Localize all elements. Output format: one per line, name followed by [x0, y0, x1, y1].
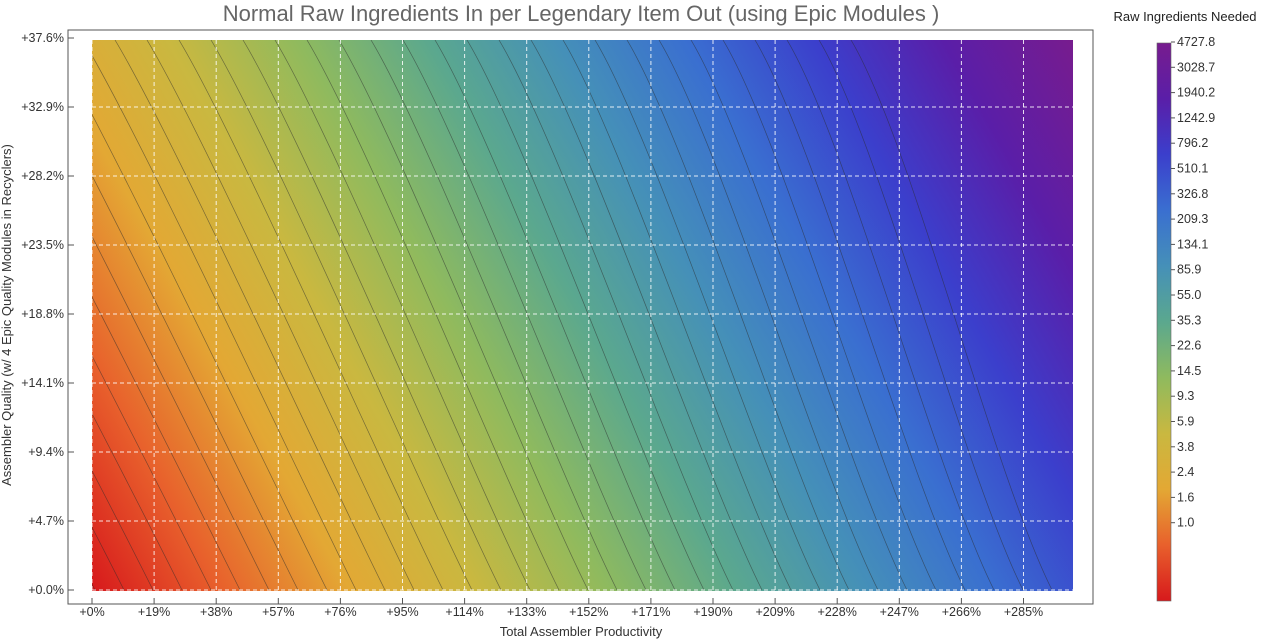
colorbar-tick-label: 510.1	[1177, 162, 1208, 176]
colorbar-title: Raw Ingredients Needed	[1113, 9, 1256, 24]
contour-line	[114, 40, 386, 591]
colorbar-tick-label: 134.1	[1177, 237, 1208, 251]
x-tick-label: +152%	[569, 605, 608, 619]
contour-line	[92, 174, 299, 591]
colorbar-tick-label: 796.2	[1177, 136, 1208, 150]
x-tick-label: +19%	[138, 605, 170, 619]
x-tick-label: +190%	[693, 605, 732, 619]
contour-line	[92, 295, 241, 591]
contour-line	[306, 40, 560, 591]
colorbar	[1156, 42, 1172, 602]
x-tick-label: +114%	[445, 605, 483, 619]
y-tick-label: +37.6%	[21, 31, 64, 45]
x-tick-label: +285%	[1004, 605, 1043, 619]
contour-line	[818, 40, 1024, 591]
chart-title: Normal Raw Ingredients In per Legendary …	[223, 1, 940, 26]
contour-line	[658, 40, 879, 591]
x-tick-label: +0%	[79, 605, 104, 619]
contour-line	[92, 526, 125, 591]
contour-line	[402, 40, 647, 591]
colorbar-tick-label: 55.0	[1177, 288, 1201, 302]
colorbar-tick-label: 5.9	[1177, 415, 1194, 429]
colorbar-tick-label: 1940.2	[1177, 86, 1215, 100]
colorbar-tick-label: 4727.8	[1177, 35, 1215, 49]
contour-line	[594, 40, 821, 591]
y-tick-label: +9.4%	[28, 445, 64, 459]
x-axis-label: Total Assembler Productivity	[500, 624, 663, 639]
colorbar-tick-label: 1.0	[1177, 516, 1194, 530]
x-tick-label: +76%	[324, 605, 356, 619]
grid-lines	[92, 40, 1073, 591]
y-tick-label: +23.5%	[21, 238, 64, 252]
contour-line	[434, 40, 676, 591]
contour-line	[146, 40, 415, 591]
contour-line	[690, 40, 908, 591]
contour-line	[786, 40, 995, 591]
y-tick-label: +32.9%	[21, 100, 64, 114]
contour-line	[498, 40, 734, 591]
contour-line	[92, 355, 212, 591]
x-tick-label: +247%	[880, 605, 919, 619]
x-tick-label: +57%	[262, 605, 294, 619]
contour-line	[754, 40, 966, 591]
colorbar-tick-label: 9.3	[1177, 389, 1194, 403]
contour-line	[242, 40, 502, 591]
colorbar-tick-label: 14.5	[1177, 364, 1201, 378]
contour-line	[92, 413, 183, 591]
colorbar-ticks: 4727.8 3028.7 1940.2 1242.9 796.2 510.1 326.8 2…	[1171, 35, 1215, 530]
x-tick-label: +266%	[942, 605, 981, 619]
colorbar-tick-label: 1.6	[1177, 490, 1194, 504]
x-tick-label: +209%	[755, 605, 794, 619]
y-tick-label: +0.0%	[28, 583, 64, 597]
colorbar-tick-label: 326.8	[1177, 187, 1208, 201]
contour-line	[178, 40, 444, 591]
contour-line	[722, 40, 937, 591]
contour-line	[626, 40, 850, 591]
heatmap-field	[92, 40, 1073, 591]
contour-line	[92, 113, 328, 591]
x-tick-label: +228%	[818, 605, 857, 619]
colorbar-tick-label: 209.3	[1177, 212, 1208, 226]
contour-line	[210, 40, 473, 591]
y-tick-label: +28.2%	[21, 169, 64, 183]
heatmap-area	[92, 40, 1073, 591]
contour-line	[466, 40, 705, 591]
contour-line	[562, 40, 792, 591]
x-axis-ticks: +0% +19% +38% +57% +76% +95% +114% +133% +152% +1…	[79, 598, 1043, 619]
y-tick-label: +18.8%	[21, 307, 64, 321]
contour-line	[530, 40, 763, 591]
contour-line	[850, 40, 1053, 591]
y-axis-ticks: +0.0% +4.7% +9.4% +14.1% +18.8% +23.5% +28.2% +…	[21, 31, 74, 597]
y-axis-label: Assembler Quality (w/ 4 Epic Quality Mod…	[0, 144, 14, 486]
contour-line	[92, 470, 154, 591]
x-tick-label: +171%	[631, 605, 670, 619]
contour-lines	[92, 40, 1053, 591]
x-tick-label: +95%	[386, 605, 418, 619]
y-tick-label: +14.1%	[21, 376, 64, 390]
contour-line	[92, 54, 357, 591]
colorbar-tick-label: 22.6	[1177, 339, 1201, 353]
colorbar-tick-label: 35.3	[1177, 313, 1201, 327]
colorbar-tick-label: 2.4	[1177, 465, 1194, 479]
colorbar-tick-label: 3.8	[1177, 440, 1194, 454]
contour-line	[338, 40, 589, 591]
x-tick-label: +133%	[507, 605, 546, 619]
x-tick-label: +38%	[200, 605, 232, 619]
contour-line	[92, 235, 270, 591]
colorbar-tick-label: 85.9	[1177, 263, 1201, 277]
contour-line	[370, 40, 618, 591]
colorbar-tick-label: 3028.7	[1177, 60, 1215, 74]
colorbar-tick-label: 1242.9	[1177, 111, 1215, 125]
y-tick-label: +4.7%	[28, 514, 64, 528]
